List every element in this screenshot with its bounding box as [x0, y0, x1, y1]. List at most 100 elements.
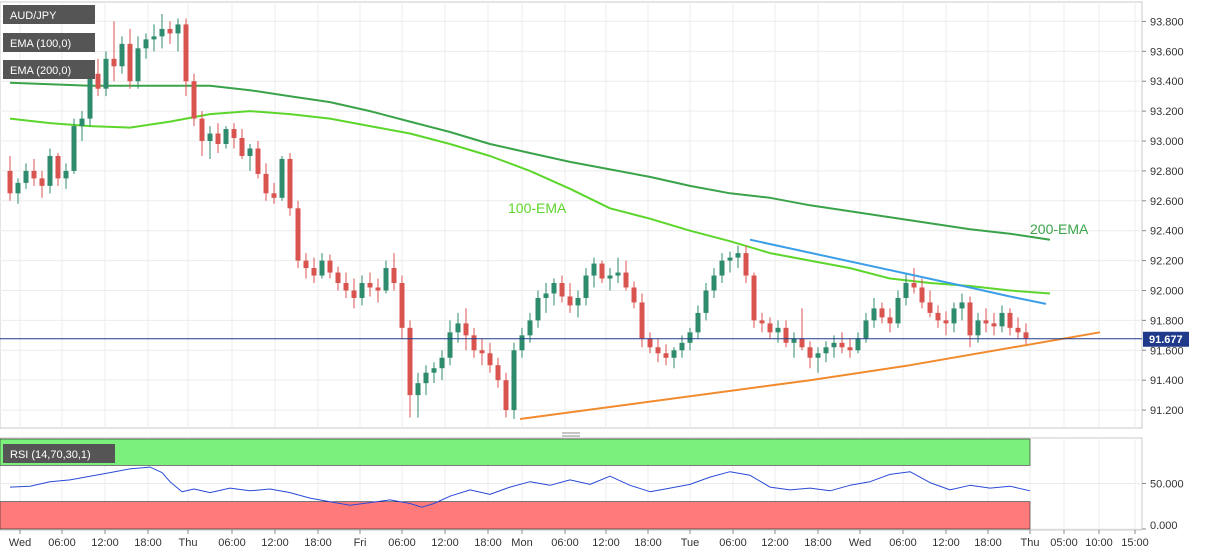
ema100-label-bg[interactable] — [3, 33, 95, 52]
candle-body — [895, 297, 901, 324]
price-tick-label: 93.600 — [1150, 46, 1184, 58]
rsi-line — [9, 466, 1031, 508]
time-tick-label: 12:00 — [761, 537, 789, 549]
candle-body — [111, 58, 117, 67]
candle-body — [543, 293, 549, 298]
time-tick-label: Mon — [511, 537, 532, 549]
candle-body — [1023, 332, 1029, 339]
candle-body — [919, 287, 925, 303]
candle-body — [519, 335, 525, 351]
current-price-tag — [1143, 331, 1189, 347]
candle-body — [887, 317, 893, 324]
candle-body — [631, 287, 637, 303]
trendlines — [519, 238, 1101, 420]
candle-body — [767, 323, 773, 333]
candle-body — [847, 347, 853, 351]
support-trendline — [519, 331, 1101, 420]
candle-body — [191, 81, 197, 119]
time-x-axis: Wed 06:00 12:00 18:00 Thu 06:00 12:00 18:00 Fri 0… — [0, 529, 1149, 549]
time-tick-label: 12:00 — [261, 537, 289, 549]
time-tick-label: Wed — [9, 537, 31, 549]
candle-body — [463, 323, 469, 336]
candle-body — [775, 327, 781, 333]
candle-body — [951, 308, 957, 324]
time-tick-label: 18:00 — [474, 537, 502, 549]
rsi-oversold-zone — [0, 501, 1031, 530]
candle-body — [455, 323, 461, 333]
candle-body — [263, 173, 269, 194]
candle-body — [423, 372, 429, 384]
price-tick-label: 92.600 — [1150, 196, 1184, 208]
candle-body — [479, 350, 485, 354]
candle-body — [127, 43, 133, 82]
ema200-label-bg[interactable] — [3, 60, 95, 79]
candle-body — [983, 320, 989, 324]
candle-body — [215, 133, 221, 144]
candle-body — [639, 302, 645, 339]
candle-body — [839, 342, 845, 348]
candle-body — [671, 350, 677, 358]
candle-body — [791, 338, 797, 343]
candle-body — [439, 357, 445, 369]
candle-body — [87, 73, 93, 119]
candle-body — [7, 170, 13, 194]
price-tick-label: 92.000 — [1150, 285, 1184, 297]
candle-body — [391, 268, 397, 284]
time-tick-label: Tue — [681, 537, 700, 549]
candle-body — [175, 24, 181, 34]
ema100-line — [9, 110, 1051, 295]
price-tick-label: 92.400 — [1150, 226, 1184, 238]
candle-body — [703, 290, 709, 313]
candle-body — [583, 275, 589, 298]
candle-body — [991, 323, 997, 327]
candle-body — [383, 268, 389, 291]
candle-body — [471, 335, 477, 351]
candle-body — [871, 308, 877, 321]
candle-body — [199, 118, 205, 142]
candle-body — [855, 338, 861, 351]
time-tick-label: 18:00 — [804, 537, 832, 549]
candle-body — [935, 312, 941, 321]
candle-body — [367, 283, 373, 288]
candle-body — [647, 338, 653, 348]
price-tick-label: 93.200 — [1150, 106, 1184, 118]
rsi-label-bg[interactable] — [3, 444, 115, 463]
candle-body — [527, 320, 533, 336]
candle-body — [623, 272, 629, 288]
price-grid — [0, 2, 1142, 428]
candle-body — [903, 283, 909, 298]
candle-body — [79, 118, 85, 127]
candle-body — [751, 275, 757, 321]
candle-body — [831, 342, 837, 348]
price-tick-label: 93.000 — [1150, 136, 1184, 148]
candle-body — [343, 283, 349, 291]
candle-body — [183, 24, 189, 82]
price-tick-label: 91.200 — [1150, 405, 1184, 417]
candle-body — [727, 257, 733, 261]
candle-body — [487, 353, 493, 366]
resistance-trendline — [749, 238, 1047, 305]
candle-body — [135, 48, 141, 82]
candle-body — [495, 365, 501, 381]
time-tick-label: 15:00 — [1121, 537, 1149, 549]
pane-splitter-handle[interactable] — [562, 432, 580, 437]
candle-body — [399, 283, 405, 328]
price-tick-label: 91.800 — [1150, 315, 1184, 327]
candle-body — [239, 138, 245, 156]
candle-body — [71, 126, 77, 171]
candle-body — [287, 158, 293, 209]
time-tick-label: 06:00 — [218, 537, 246, 549]
candle-body — [63, 170, 69, 179]
candle-body — [271, 193, 277, 198]
price-tick-label: 92.800 — [1150, 166, 1184, 178]
time-tick-label: 12:00 — [932, 537, 960, 549]
candle-body — [927, 302, 933, 313]
candle-body — [735, 253, 741, 258]
price-tick-label: 91.600 — [1150, 345, 1184, 357]
candle-body — [655, 347, 661, 354]
candle-body — [143, 39, 149, 49]
candle-body — [231, 129, 237, 139]
time-tick-label: 12:00 — [91, 537, 119, 549]
time-tick-label: Thu — [179, 537, 198, 549]
